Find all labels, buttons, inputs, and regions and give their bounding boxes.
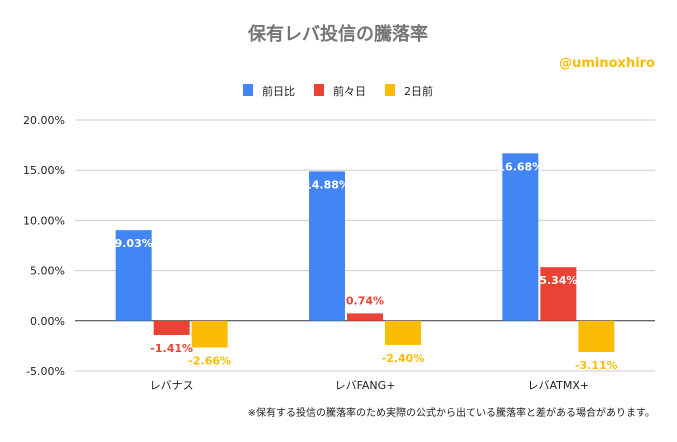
legend-label: 前日比	[262, 84, 295, 98]
data-label: -2.40%	[382, 352, 425, 365]
watermark: @uminoxhiro	[559, 56, 655, 71]
footnote: ※保有する投信の騰落率のため実際の公式から出ている騰落率と差がある場合があります…	[248, 406, 655, 419]
data-label: 14.88%	[304, 178, 350, 191]
bar	[347, 313, 383, 321]
y-tick-label: -5.00%	[26, 365, 65, 378]
bars: 9.03% -1.41%-2.66% 14.88% 0.74% -2.40% 16.68%…	[115, 153, 618, 372]
legend-swatch	[314, 84, 324, 96]
x-tick-label: レバFANG+	[335, 379, 396, 392]
bar	[540, 267, 577, 321]
data-label: 0.74%	[346, 294, 384, 307]
data-label: 5.34%	[539, 274, 577, 287]
x-tick-label: レバナス	[150, 379, 194, 392]
y-tick-label: 20.00%	[23, 114, 65, 127]
bar	[309, 171, 345, 321]
bar	[191, 320, 228, 348]
x-axis-labels: レバナス レバFANG+ レバATMX+	[150, 379, 589, 392]
data-label: 9.03%	[115, 237, 153, 250]
bar	[502, 153, 539, 321]
data-label: -3.11%	[575, 359, 618, 372]
data-label: -1.41%	[150, 342, 193, 355]
x-tick-label: レバATMX+	[528, 379, 590, 392]
legend-label: 2日前	[404, 84, 433, 98]
legend-swatch	[243, 84, 253, 96]
legend-swatch	[385, 84, 395, 96]
data-label: 16.68%	[497, 160, 543, 173]
y-tick-label: 15.00%	[23, 164, 65, 177]
bar	[153, 320, 190, 335]
bar	[385, 320, 421, 345]
legend: 前日比 前々日 2日前	[243, 84, 433, 98]
data-label: -2.66%	[188, 355, 231, 368]
legend-label: 前々日	[333, 84, 366, 98]
y-tick-label: 10.00%	[23, 214, 65, 227]
y-tick-label: 5.00%	[30, 265, 65, 278]
bar	[115, 230, 152, 321]
bar	[578, 320, 615, 353]
y-tick-label: 0.00%	[30, 315, 65, 328]
chart-title: 保有レバ投信の騰落率	[247, 23, 428, 45]
